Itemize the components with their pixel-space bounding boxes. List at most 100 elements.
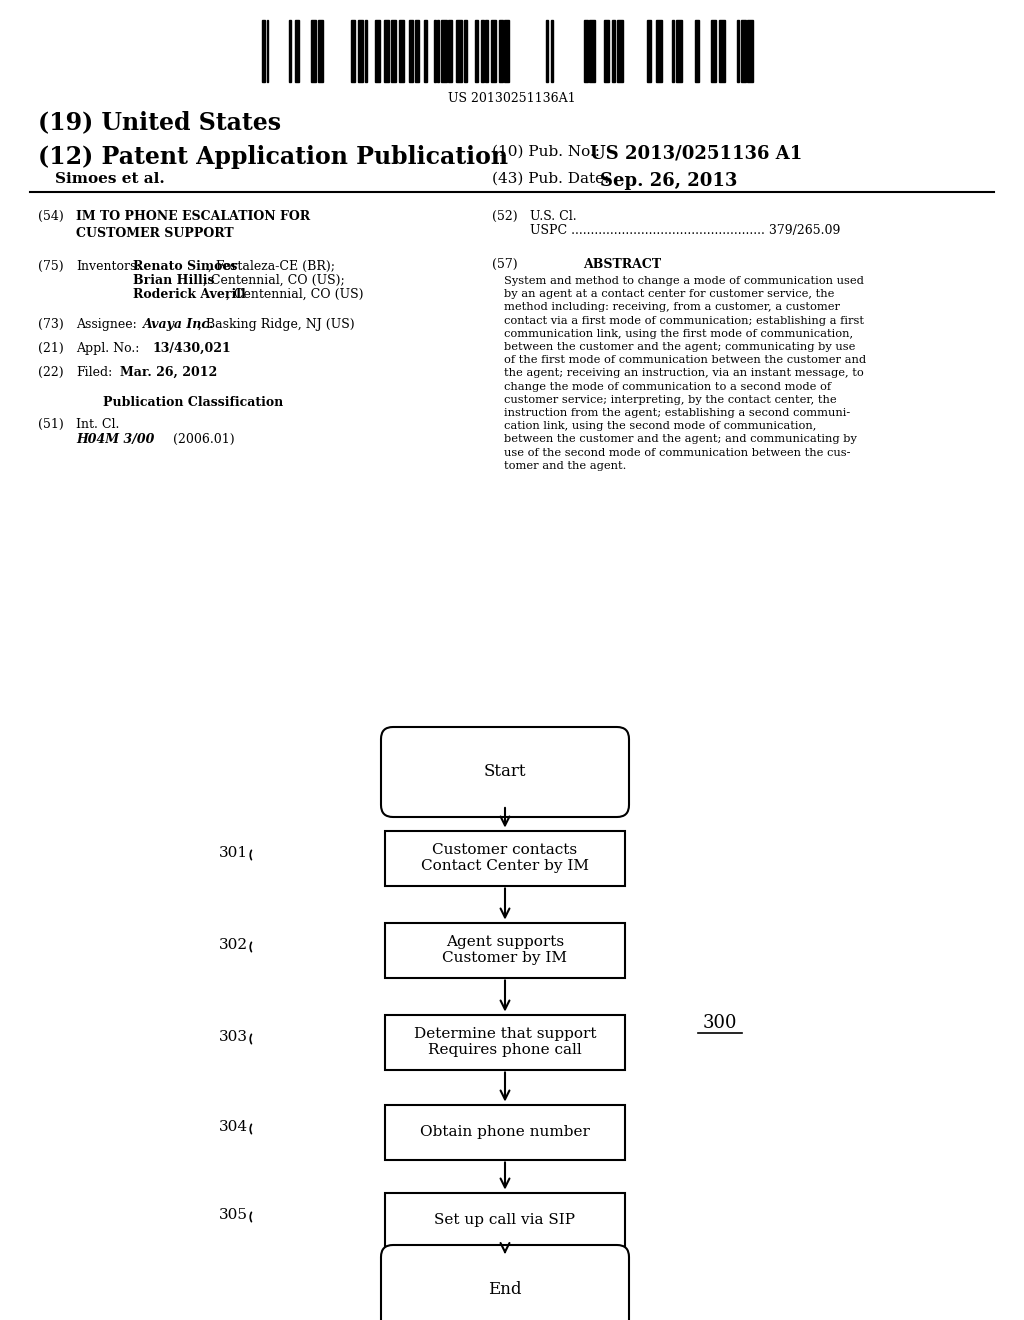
FancyBboxPatch shape	[381, 1245, 629, 1320]
Bar	[311, 20, 316, 82]
Text: (43) Pub. Date:: (43) Pub. Date:	[492, 172, 609, 186]
Text: Assignee:: Assignee:	[76, 318, 137, 331]
Bar	[617, 20, 623, 82]
Text: by an agent at a contact center for customer service, the: by an agent at a contact center for cust…	[504, 289, 835, 300]
Text: , Centennial, CO (US);: , Centennial, CO (US);	[203, 275, 344, 286]
Bar	[646, 20, 651, 82]
Text: (54): (54)	[38, 210, 63, 223]
Text: 304: 304	[219, 1119, 248, 1134]
Bar	[441, 20, 446, 82]
Text: of the first mode of communication between the customer and: of the first mode of communication betwe…	[504, 355, 866, 366]
Bar	[385, 1015, 625, 1069]
Bar	[481, 20, 483, 82]
Bar	[464, 20, 467, 82]
Text: Sep. 26, 2013: Sep. 26, 2013	[600, 172, 737, 190]
Bar	[676, 20, 682, 82]
Text: Agent supports
Customer by IM: Agent supports Customer by IM	[442, 935, 567, 965]
Text: 302: 302	[219, 939, 248, 952]
Bar	[385, 1105, 625, 1159]
Bar	[318, 20, 323, 82]
Text: System and method to change a mode of communication used: System and method to change a mode of co…	[504, 276, 864, 286]
Bar	[415, 20, 419, 82]
Text: (52): (52)	[492, 210, 517, 223]
Text: communication link, using the first mode of communication,: communication link, using the first mode…	[504, 329, 853, 339]
Text: cation link, using the second mode of communication,: cation link, using the second mode of co…	[504, 421, 816, 432]
FancyBboxPatch shape	[381, 727, 629, 817]
Text: Simoes et al.: Simoes et al.	[55, 172, 165, 186]
Text: (19) United States: (19) United States	[38, 110, 282, 135]
Text: customer service; interpreting, by the contact center, the: customer service; interpreting, by the c…	[504, 395, 837, 405]
Bar	[295, 20, 299, 82]
Text: U.S. Cl.: U.S. Cl.	[530, 210, 577, 223]
Text: 300: 300	[702, 1014, 737, 1032]
Text: ABSTRACT: ABSTRACT	[583, 257, 662, 271]
Bar	[358, 20, 364, 82]
Text: contact via a first mode of communication; establishing a first: contact via a first mode of communicatio…	[504, 315, 864, 326]
Bar	[589, 20, 595, 82]
Bar	[384, 20, 389, 82]
Text: (73): (73)	[38, 318, 63, 331]
Text: Filed:: Filed:	[76, 366, 113, 379]
Bar	[748, 20, 754, 82]
Text: change the mode of communication to a second mode of: change the mode of communication to a se…	[504, 381, 831, 392]
Text: Obtain phone number: Obtain phone number	[420, 1125, 590, 1139]
Text: Customer contacts
Contact Center by IM: Customer contacts Contact Center by IM	[421, 843, 589, 873]
Bar	[740, 20, 745, 82]
Text: USPC .................................................. 379/265.09: USPC ...................................…	[530, 224, 841, 238]
Bar	[475, 20, 478, 82]
Bar	[694, 20, 699, 82]
Text: 305: 305	[219, 1208, 248, 1222]
Text: Inventors:: Inventors:	[76, 260, 140, 273]
Text: instruction from the agent; establishing a second communi-: instruction from the agent; establishing…	[504, 408, 850, 418]
Text: H04M 3/00: H04M 3/00	[76, 433, 155, 446]
Text: (2006.01): (2006.01)	[173, 433, 234, 446]
Bar	[375, 20, 380, 82]
Text: (22): (22)	[38, 366, 63, 379]
Text: Determine that support
Requires phone call: Determine that support Requires phone ca…	[414, 1027, 596, 1057]
Text: (12) Patent Application Publication: (12) Patent Application Publication	[38, 145, 508, 169]
Text: 13/430,021: 13/430,021	[153, 342, 231, 355]
Bar	[385, 830, 625, 886]
Bar	[612, 20, 615, 82]
Text: 301: 301	[219, 846, 248, 861]
Text: Mar. 26, 2012: Mar. 26, 2012	[120, 366, 217, 379]
Bar	[551, 20, 553, 82]
Text: US 20130251136A1: US 20130251136A1	[449, 92, 575, 106]
Text: Roderick Averill: Roderick Averill	[133, 288, 246, 301]
Bar	[409, 20, 414, 82]
Bar	[604, 20, 609, 82]
Bar	[434, 20, 436, 82]
Bar	[366, 20, 368, 82]
Text: (57): (57)	[492, 257, 517, 271]
Bar	[484, 20, 487, 82]
Text: (21): (21)	[38, 342, 63, 355]
Bar	[584, 20, 588, 82]
Bar	[457, 20, 462, 82]
Text: between the customer and the agent; and communicating by: between the customer and the agent; and …	[504, 434, 857, 445]
Bar	[385, 923, 625, 978]
Text: Publication Classification: Publication Classification	[103, 396, 284, 409]
Bar	[289, 20, 291, 82]
Text: Start: Start	[483, 763, 526, 780]
Bar	[499, 20, 503, 82]
Bar	[398, 20, 404, 82]
Text: Brian Hillis: Brian Hillis	[133, 275, 214, 286]
Bar	[424, 20, 427, 82]
Bar	[262, 20, 265, 82]
Bar	[437, 20, 439, 82]
Bar	[505, 20, 510, 82]
Text: use of the second mode of communication between the cus-: use of the second mode of communication …	[504, 447, 851, 458]
Bar	[712, 20, 717, 82]
Bar	[266, 20, 268, 82]
Text: (51): (51)	[38, 418, 63, 432]
Text: End: End	[488, 1282, 522, 1299]
Bar	[391, 20, 395, 82]
Text: Set up call via SIP: Set up call via SIP	[434, 1213, 575, 1228]
Bar	[719, 20, 725, 82]
Text: US 2013/0251136 A1: US 2013/0251136 A1	[590, 145, 802, 162]
Text: , Centennial, CO (US): , Centennial, CO (US)	[226, 288, 364, 301]
Bar	[351, 20, 355, 82]
Text: IM TO PHONE ESCALATION FOR
CUSTOMER SUPPORT: IM TO PHONE ESCALATION FOR CUSTOMER SUPP…	[76, 210, 310, 240]
Bar	[737, 20, 739, 82]
Bar	[546, 20, 548, 82]
